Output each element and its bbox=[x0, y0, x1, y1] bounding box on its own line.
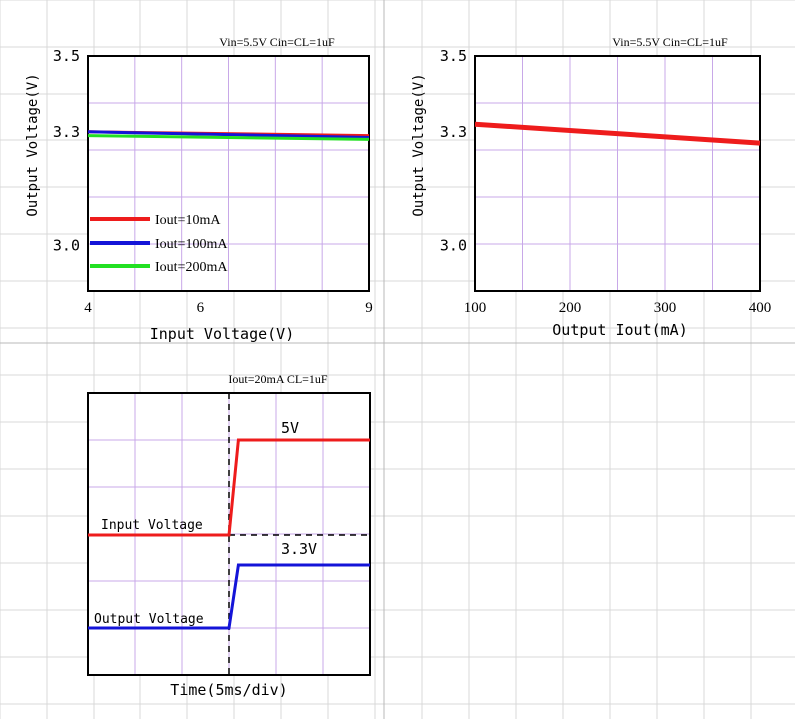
series-line-Output Voltage bbox=[88, 563, 370, 630]
annotation-3v3: 3.3V bbox=[281, 540, 317, 558]
legend-label: Iout=10mA bbox=[155, 213, 221, 228]
y-tick-label: 3.5 bbox=[440, 47, 467, 65]
y-tick-label: 3.5 bbox=[53, 47, 80, 65]
plot-area bbox=[474, 55, 761, 292]
annotation-input-voltage: Input Voltage bbox=[101, 518, 203, 533]
chart2-ylabel: Output Voltage(V) bbox=[411, 73, 427, 216]
y-tick-label: 3.0 bbox=[440, 237, 467, 255]
x-tick-label: 6 bbox=[197, 300, 205, 316]
x-tick-label: 400 bbox=[749, 300, 772, 316]
annotation-5v: 5V bbox=[281, 419, 299, 437]
x-tick-label: 4 bbox=[84, 300, 92, 316]
chart3-title: Iout=20mA CL=1uF bbox=[228, 372, 328, 386]
chart3-xlabel: Time(5ms/div) bbox=[170, 681, 287, 699]
y-tick-label: 3.3 bbox=[53, 123, 80, 141]
chart2-xlabel: Output Iout(mA) bbox=[552, 321, 687, 339]
y-tick-label: 3.0 bbox=[53, 237, 80, 255]
chart1-ylabel: Output Voltage(V) bbox=[25, 73, 41, 216]
legend-label: Iout=200mA bbox=[155, 260, 228, 275]
chart1-xlabel: Input Voltage(V) bbox=[150, 325, 295, 343]
chart1-title: Vin=5.5V Cin=CL=1uF bbox=[219, 35, 335, 49]
x-tick-label: 300 bbox=[654, 300, 677, 316]
x-tick-label: 9 bbox=[365, 300, 373, 316]
plot-area bbox=[87, 55, 370, 292]
x-tick-label: 200 bbox=[559, 300, 582, 316]
legend-label: Iout=100mA bbox=[155, 237, 228, 252]
series-line-Iout=200mA bbox=[87, 134, 370, 141]
series-line-data bbox=[474, 121, 761, 146]
series-line-Iout=100mA bbox=[87, 130, 370, 139]
plot-frame bbox=[474, 55, 761, 292]
x-tick-label: 100 bbox=[464, 300, 487, 316]
y-tick-label: 3.3 bbox=[440, 123, 467, 141]
plot-frame bbox=[87, 55, 370, 292]
series-line-Input Voltage bbox=[88, 438, 370, 537]
annotation-output-voltage: Output Voltage bbox=[94, 612, 204, 627]
chart2-title: Vin=5.5V Cin=CL=1uF bbox=[612, 35, 728, 49]
